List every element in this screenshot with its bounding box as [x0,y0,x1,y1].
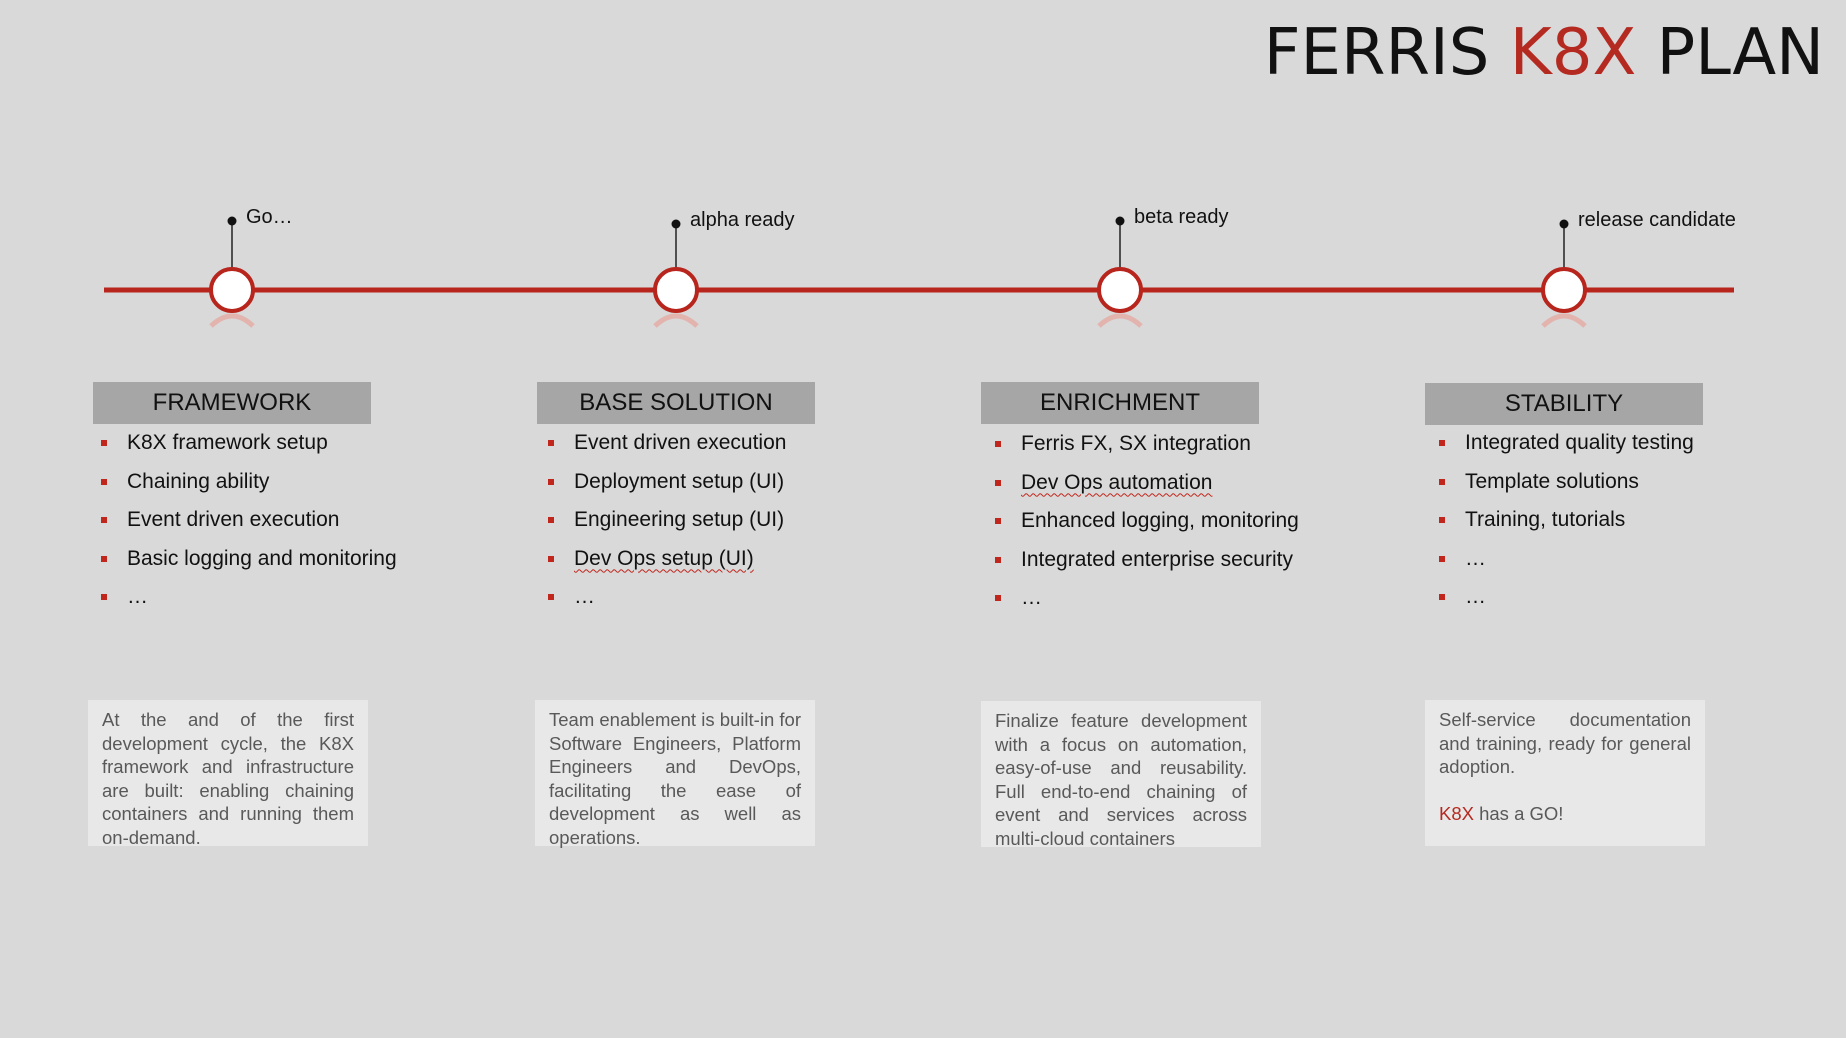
bullet-item: … [987,583,1327,622]
bullet-list-base-solution: Event driven execution Deployment setup … [540,428,880,621]
bullet-item: … [1431,582,1771,621]
bullet-item: … [1431,544,1771,583]
milestone-label-alpha: alpha ready [690,209,795,231]
bullet-item: Integrated quality testing [1431,428,1771,467]
phase-header-framework: FRAMEWORK [93,382,371,424]
title-accent: K8X [1509,16,1637,90]
bullet-list-enrichment: Ferris FX, SX integration Dev Ops automa… [987,429,1327,622]
bullet-list-stability: Integrated quality testing Template solu… [1431,428,1771,621]
milestone-label-release: release candidate [1578,209,1736,231]
bullet-item: Enhanced logging, monitoring [987,506,1327,545]
bullet-item: Basic logging and monitoring [93,544,433,583]
bullet-item: Engineering setup (UI) [540,505,880,544]
bullet-item: Integrated enterprise security [987,545,1327,584]
milestone-node-4 [1541,219,1587,328]
milestone-label-go: Go… [246,206,293,228]
timeline [104,216,1734,328]
phase-header-stability: STABILITY [1425,383,1703,425]
phase-header-enrichment: ENRICHMENT [981,382,1259,424]
bullet-item: Dev Ops setup (UI) [540,544,880,583]
bullet-item: … [540,582,880,621]
bullet-item: … [93,582,433,621]
bullet-item: Training, tutorials [1431,505,1771,544]
bullet-item: Ferris FX, SX integration [987,429,1327,468]
bullet-item: Event driven execution [93,505,433,544]
bullet-item: Template solutions [1431,467,1771,506]
go-line: K8X has a GO! [1439,802,1691,826]
bullet-item: Deployment setup (UI) [540,467,880,506]
bullet-list-framework: K8X framework setup Chaining ability Eve… [93,428,433,621]
bullet-item: Dev Ops automation [987,468,1327,507]
milestone-node-3 [1097,216,1143,328]
bullet-text: Dev Ops setup (UI) [574,546,754,570]
description-stability: Self-service documentation and training,… [1425,700,1705,846]
bullet-item: Chaining ability [93,467,433,506]
description-framework: At the and of the first development cycl… [88,700,368,848]
milestone-label-beta: beta ready [1134,206,1229,228]
bullet-item: Event driven execution [540,428,880,467]
milestone-node-1 [209,216,255,328]
description-enrichment: Finalize feature development with a focu… [981,701,1261,849]
title-prefix: FERRIS [1263,16,1490,90]
page-title: FERRIS K8X PLAN [1264,16,1824,90]
go-text: has a GO! [1473,802,1564,824]
bullet-text: Dev Ops automation [1021,470,1213,494]
bullet-item: K8X framework setup [93,428,433,467]
milestone-node-2 [653,219,699,328]
description-text: Self-service documentation and training,… [1439,709,1691,777]
title-suffix: PLAN [1656,16,1824,90]
description-base-solution: Team enablement is built-in for Software… [535,700,815,848]
go-accent: K8X [1439,802,1474,824]
phase-header-base-solution: BASE SOLUTION [537,382,815,424]
